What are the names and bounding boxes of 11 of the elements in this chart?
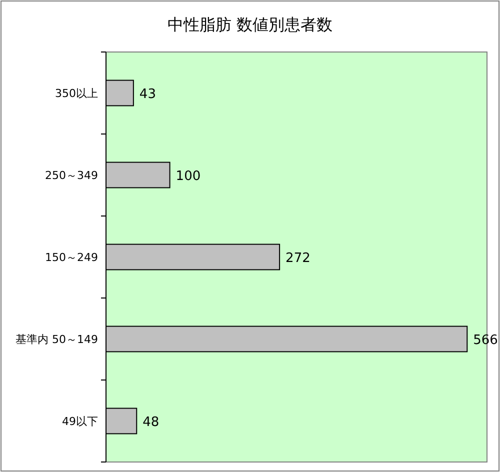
y-tick-label: 250～349 — [45, 169, 98, 182]
y-tick-label: 49以下 — [62, 415, 98, 428]
y-tick-label: 基準内 50～149 — [16, 333, 98, 346]
data-label: 43 — [139, 87, 156, 102]
data-label: 100 — [176, 169, 201, 184]
data-label: 272 — [286, 251, 310, 266]
y-tick-label: 150～249 — [45, 251, 98, 264]
chart-title: 中性脂肪 数値別患者数 — [167, 15, 333, 34]
y-tick-label: 350以上 — [55, 87, 98, 100]
data-label: 48 — [142, 415, 160, 430]
data-label: 566 — [473, 333, 498, 348]
